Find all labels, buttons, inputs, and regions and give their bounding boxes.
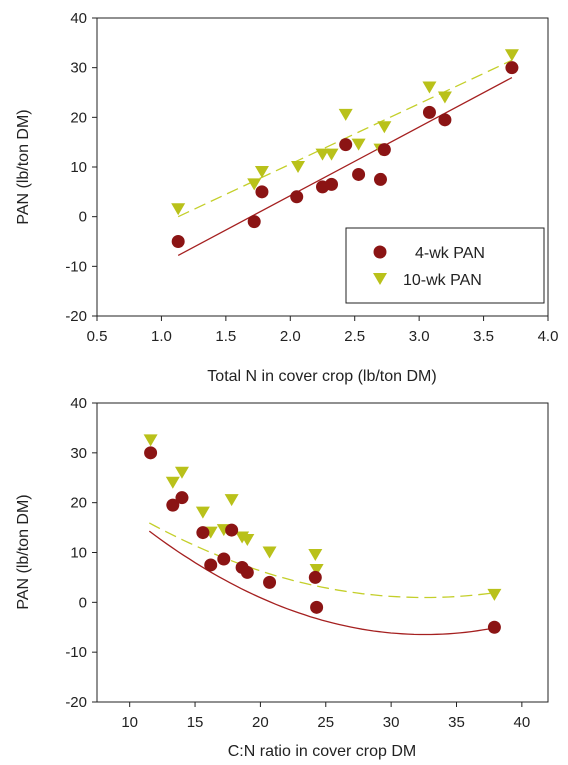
legend: 4-wk PAN 10-wk PAN: [345, 227, 545, 304]
x-tick-label: 1.0: [151, 328, 172, 345]
data-marks: [171, 49, 519, 248]
x-tick-label: 10: [121, 714, 138, 731]
y-tick-label: -10: [65, 644, 87, 661]
y-tick-label: 0: [79, 209, 87, 226]
point-10wk: [291, 161, 306, 173]
x-axis-label: Total N in cover crop (lb/ton DM): [207, 368, 436, 385]
point-4wk: [144, 446, 158, 460]
point-4wk: [352, 167, 366, 181]
x-axis-label: C:N ratio in cover crop DM: [228, 743, 417, 760]
y-tick-label: 10: [70, 159, 87, 176]
y-tick-label: 40: [70, 395, 87, 412]
x-tick-label: 20: [252, 714, 269, 731]
point-10wk: [195, 506, 210, 519]
x-tick-label: 1.5: [215, 328, 236, 345]
point-10wk: [338, 108, 353, 121]
point-4wk: [240, 565, 254, 579]
point-10wk: [504, 49, 519, 62]
data-marks: [143, 434, 502, 634]
point-4wk: [438, 113, 452, 127]
y-tick-label: 30: [70, 445, 87, 462]
point-10wk: [437, 91, 452, 104]
point-4wk: [505, 61, 519, 75]
point-4wk: [422, 105, 436, 119]
point-4wk: [263, 575, 277, 589]
point-4wk: [171, 235, 185, 248]
axis-ticks: 10 15 20 25 30 35 40 -20 -10 0 10 20 30 40: [65, 395, 530, 731]
point-4wk: [166, 498, 180, 512]
legend-label-4wk: 4-wk PAN: [415, 245, 485, 262]
fit-line-4wk: [177, 77, 513, 256]
point-10wk: [143, 434, 158, 447]
point-10wk: [487, 588, 502, 601]
y-tick-label: -20: [65, 308, 87, 325]
y-tick-label: 30: [70, 60, 87, 77]
y-tick-label: 20: [70, 109, 87, 126]
x-tick-label: 0.5: [87, 328, 108, 345]
point-10wk: [324, 148, 339, 161]
point-10wk: [171, 203, 186, 216]
y-tick-label: 10: [70, 545, 87, 562]
fit-line-4wk: [148, 530, 495, 636]
point-10wk: [174, 466, 189, 479]
point-4wk: [290, 190, 304, 204]
axis-ticks: 0.5 1.0 1.5 2.0 2.5 3.0 3.5 4.0 -20 -10 0 10 20 30 40: [65, 10, 558, 345]
y-tick-label: -10: [65, 258, 87, 275]
point-4wk: [225, 523, 239, 537]
point-10wk: [315, 148, 330, 161]
point-10wk: [308, 548, 323, 561]
point-4wk: [487, 620, 501, 634]
point-10wk: [165, 476, 180, 489]
y-tick-label: 40: [70, 10, 87, 27]
point-10wk: [262, 546, 277, 559]
chart-cn-ratio: 10 15 20 25 30 35 40 -20 -10 0 10 20 30 40 C:N ratio …: [15, 395, 549, 760]
x-tick-label: 3.0: [409, 328, 430, 345]
chart-total-n: 0.5 1.0 1.5 2.0 2.5 3.0 3.5 4.0-20-10010203040 …: [15, 10, 558, 385]
fit-lines: [148, 522, 495, 636]
fit-line-10wk: [148, 522, 495, 599]
x-tick-label: 30: [383, 714, 400, 731]
y-axis-label: PAN (lb/ton DM): [15, 109, 32, 224]
x-tick-label: 2.0: [280, 328, 301, 345]
point-4wk: [196, 526, 210, 540]
point-10wk: [377, 121, 392, 134]
point-10wk: [224, 494, 239, 507]
point-10wk: [309, 563, 324, 576]
point-4wk: [247, 215, 261, 229]
point-4wk: [308, 570, 322, 584]
point-10wk: [351, 138, 366, 151]
y-tick-label: 0: [79, 594, 87, 611]
y-tick-label: 20: [70, 495, 87, 512]
point-10wk: [422, 81, 437, 94]
point-4wk: [255, 185, 269, 199]
x-tick-label: 2.5: [344, 328, 365, 345]
plot-frame: [96, 402, 549, 703]
x-tick-label: 15: [187, 714, 204, 731]
y-axis-label: PAN (lb/ton DM): [15, 494, 32, 609]
y-tick-label: -20: [65, 694, 87, 711]
point-4wk: [339, 138, 353, 152]
point-4wk: [204, 558, 218, 572]
point-4wk: [377, 143, 391, 157]
x-tick-label: 4.0: [538, 328, 559, 345]
legend-marker-4wk: [373, 245, 387, 259]
legend-label-10wk: 10-wk PAN: [403, 272, 482, 289]
x-tick-label: 25: [317, 714, 334, 731]
legend-marker-10wk: [373, 273, 387, 285]
legend-box: [345, 227, 545, 304]
point-4wk: [325, 177, 339, 191]
x-tick-label: 40: [514, 714, 531, 731]
fit-lines: [177, 59, 513, 256]
point-4wk: [310, 600, 324, 614]
x-tick-label: 35: [448, 714, 465, 731]
point-4wk: [175, 491, 189, 505]
point-10wk: [247, 178, 262, 191]
point-10wk: [254, 165, 269, 178]
point-4wk: [373, 172, 387, 186]
x-tick-label: 3.5: [473, 328, 494, 345]
point-10wk: [240, 534, 255, 547]
point-4wk: [217, 552, 231, 566]
